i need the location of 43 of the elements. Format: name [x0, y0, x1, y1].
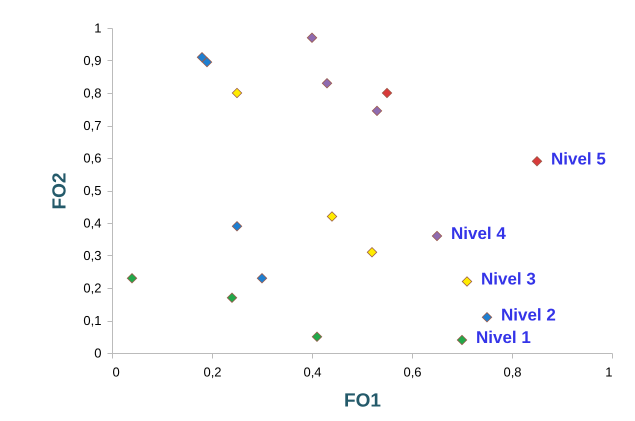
x-tick-label: 1 — [605, 364, 612, 380]
point — [226, 292, 238, 303]
point — [456, 334, 468, 346]
y-tick-label: 0,4 — [83, 216, 102, 230]
x-tick-label: 0,2 — [203, 364, 222, 380]
point — [306, 32, 318, 43]
point — [312, 332, 322, 342]
y-tick-label: 0,3 — [83, 248, 102, 263]
y-tick-label: 0,2 — [83, 280, 102, 296]
point — [232, 221, 242, 232]
point — [532, 156, 542, 166]
y-axis-title: FO2 — [49, 172, 70, 210]
point — [366, 247, 378, 258]
point — [372, 106, 382, 116]
point — [126, 273, 138, 284]
point — [256, 273, 268, 284]
x-tick-label: 0,6 — [403, 364, 422, 380]
series-label: Nivel 3 — [481, 270, 536, 288]
series-label: Nivel 2 — [501, 305, 556, 324]
y-tick-label: 0,5 — [83, 183, 102, 198]
series-label: Nivel 4 — [451, 224, 506, 243]
y-tick-label: 0,1 — [83, 313, 102, 328]
series-label: Nivel 1 — [476, 328, 531, 347]
point — [326, 211, 338, 222]
y-tick-label: 0 — [94, 346, 102, 360]
point — [482, 312, 492, 322]
point — [196, 52, 208, 62]
point — [232, 88, 242, 98]
y-tick-label: 1 — [94, 20, 102, 36]
y-tick-label: 0,9 — [83, 53, 102, 68]
x-axis-title: FO1 — [344, 390, 382, 412]
point — [202, 56, 212, 68]
point — [322, 78, 332, 88]
point — [462, 276, 472, 287]
x-tick-label: 0 — [112, 364, 120, 380]
series-label: Nivel 5 — [551, 149, 606, 168]
point — [382, 88, 392, 98]
x-tick-label: 0,4 — [303, 364, 322, 380]
point — [432, 230, 442, 242]
y-tick-label: 0,7 — [83, 118, 102, 133]
x-tick-label: 0,8 — [503, 364, 522, 380]
y-tick-label: 0,8 — [83, 86, 102, 100]
y-tick-label: 0,6 — [83, 150, 102, 166]
